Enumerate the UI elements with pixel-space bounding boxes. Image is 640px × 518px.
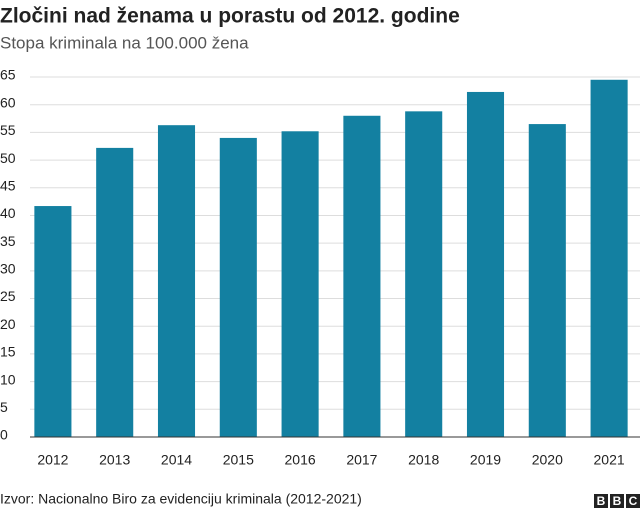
bar — [466, 91, 505, 437]
y-tick-label: 65 — [0, 67, 16, 83]
x-tick-label: 2021 — [594, 452, 625, 468]
bar — [528, 124, 566, 438]
y-tick-label: 0 — [0, 427, 8, 443]
x-tick-label: 2017 — [346, 452, 377, 468]
y-tick-label: 20 — [0, 316, 16, 332]
y-tick-label: 5 — [0, 399, 8, 415]
y-tick-label: 60 — [0, 94, 16, 110]
y-tick-label: 40 — [0, 205, 16, 221]
x-tick-label: 2013 — [99, 452, 130, 468]
x-tick-label: 2012 — [37, 452, 68, 468]
x-tick-label: 2018 — [408, 452, 439, 468]
logo-letter: B — [597, 494, 606, 508]
logo-box — [610, 494, 624, 508]
logo-letter: C — [629, 494, 638, 508]
y-tick-label: 15 — [0, 344, 16, 360]
source: Izvor: Nacionalno Biro za evidenciju kri… — [0, 491, 362, 507]
x-tick-label: 2020 — [532, 452, 563, 468]
y-tick-label: 35 — [0, 233, 16, 249]
bar — [590, 79, 628, 438]
x-tick-label: 2016 — [285, 452, 316, 468]
bar — [96, 147, 134, 437]
y-tick-label: 10 — [0, 371, 16, 387]
y-tick-label: 45 — [0, 177, 16, 193]
bar — [343, 115, 381, 438]
y-tick-label: 25 — [0, 288, 16, 304]
logo-box — [626, 494, 640, 508]
logo-box — [594, 494, 608, 508]
chart-title: Zločini nad ženama u porastu od 2012. go… — [0, 5, 460, 28]
bar — [281, 131, 319, 437]
x-tick-label: 2019 — [470, 452, 501, 468]
chart-subtitle: Stopa kriminala na 100.000 žena — [0, 33, 249, 52]
logo-letter: B — [613, 494, 622, 508]
y-tick-label: 30 — [0, 261, 16, 277]
bar — [34, 206, 72, 437]
bar — [157, 125, 196, 437]
x-tick-label: 2014 — [161, 452, 192, 468]
bar — [405, 111, 443, 437]
x-tick-label: 2015 — [223, 452, 254, 468]
y-tick-label: 55 — [0, 122, 16, 138]
bar — [219, 137, 257, 437]
y-tick-label: 50 — [0, 150, 16, 166]
